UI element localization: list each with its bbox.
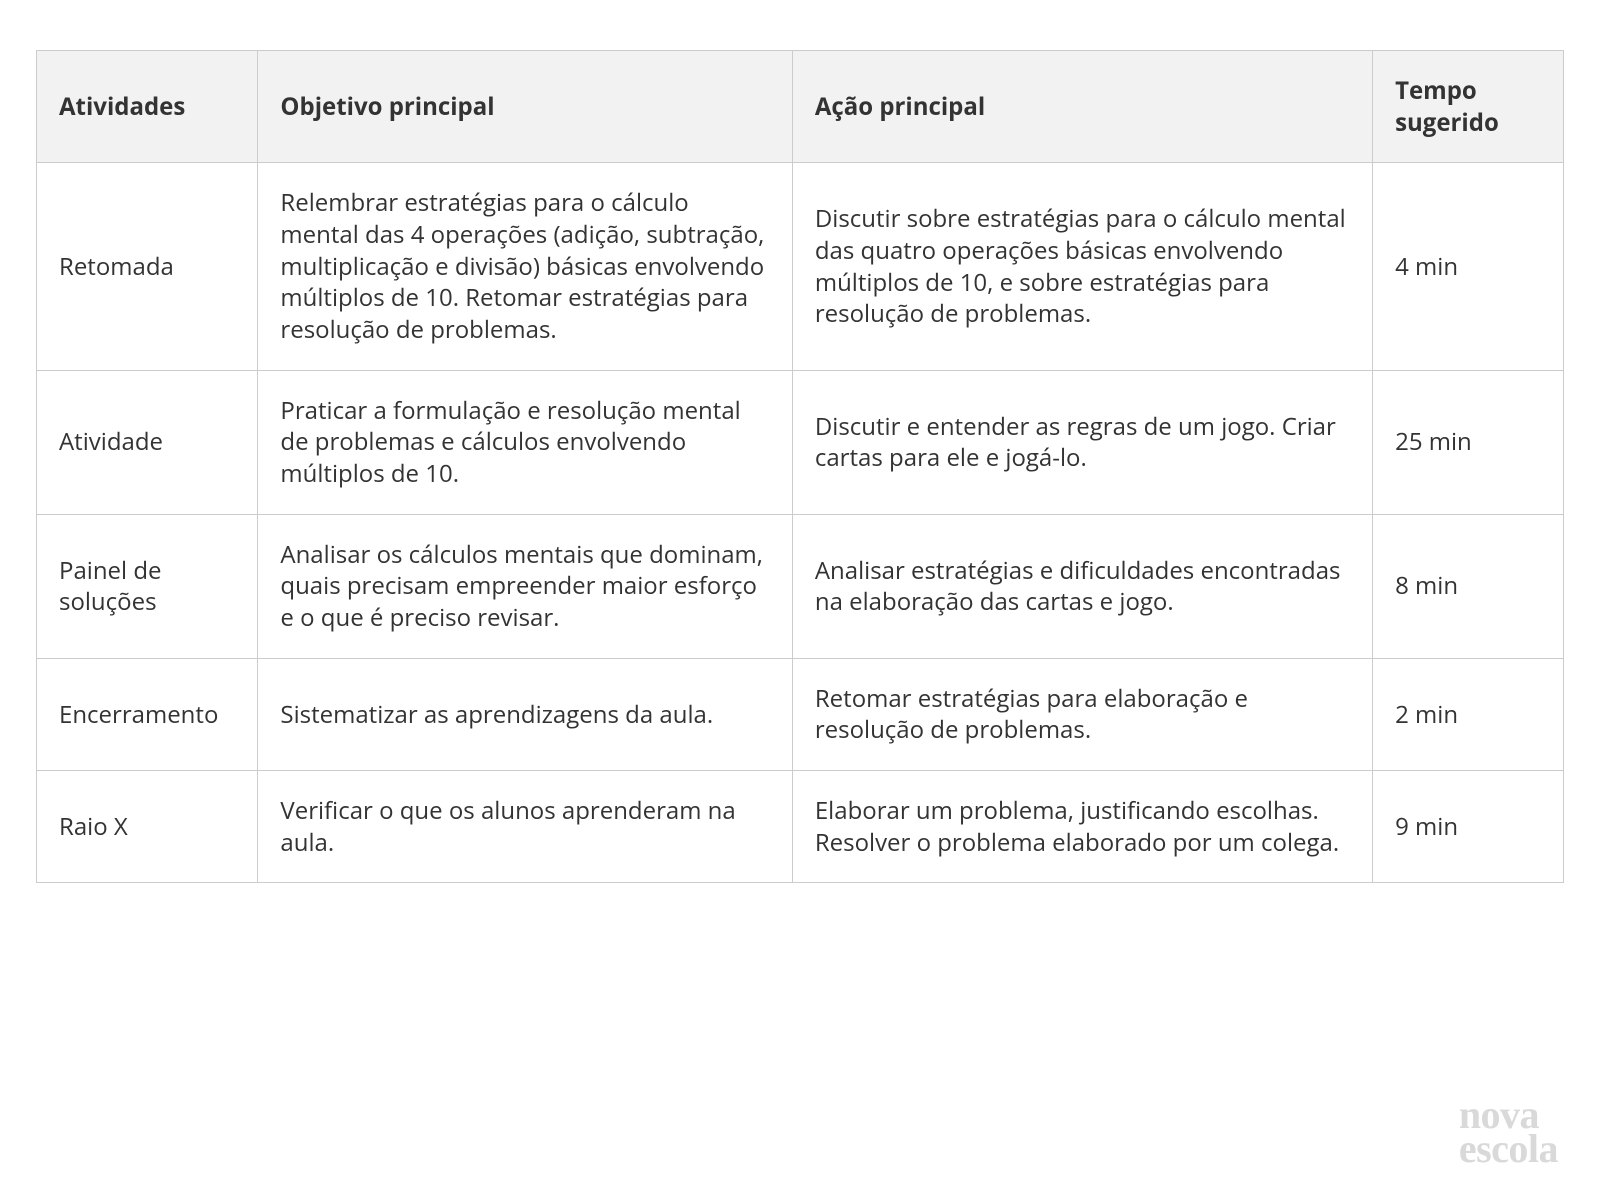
table-row: Painel de soluções Analisar os cálculos … [37, 514, 1564, 658]
cell-tempo: 9 min [1373, 771, 1564, 883]
cell-atividades: Raio X [37, 771, 258, 883]
cell-atividades: Retomada [37, 163, 258, 370]
col-header-acao: Ação principal [792, 51, 1372, 163]
table-row: Retomada Relembrar estratégias para o cá… [37, 163, 1564, 370]
brand-logo-line2: escola [1459, 1132, 1558, 1166]
table-row: Raio X Verificar o que os alunos aprende… [37, 771, 1564, 883]
table-header: Atividades Objetivo principal Ação princ… [37, 51, 1564, 163]
col-header-objetivo: Objetivo principal [258, 51, 792, 163]
cell-objetivo: Verificar o que os alunos aprenderam na … [258, 771, 792, 883]
cell-atividades: Atividade [37, 370, 258, 514]
cell-objetivo: Sistematizar as aprendizagens da aula. [258, 658, 792, 770]
lesson-plan-table: Atividades Objetivo principal Ação princ… [36, 50, 1564, 883]
cell-objetivo: Praticar a formulação e resolução mental… [258, 370, 792, 514]
cell-acao: Discutir e entender as regras de um jogo… [792, 370, 1372, 514]
table-row: Encerramento Sistematizar as aprendizage… [37, 658, 1564, 770]
cell-objetivo: Analisar os cálculos mentais que dominam… [258, 514, 792, 658]
table-row: Atividade Praticar a formulação e resolu… [37, 370, 1564, 514]
cell-objetivo: Relembrar estratégias para o cálculo men… [258, 163, 792, 370]
cell-acao: Retomar estratégias para elaboração e re… [792, 658, 1372, 770]
cell-tempo: 2 min [1373, 658, 1564, 770]
cell-acao: Elaborar um problema, justificando escol… [792, 771, 1372, 883]
cell-tempo: 8 min [1373, 514, 1564, 658]
brand-logo: nova escola [1459, 1098, 1558, 1166]
cell-acao: Discutir sobre estratégias para o cálcul… [792, 163, 1372, 370]
col-header-atividades: Atividades [37, 51, 258, 163]
col-header-tempo: Tempo sugerido [1373, 51, 1564, 163]
cell-atividades: Painel de soluções [37, 514, 258, 658]
cell-atividades: Encerramento [37, 658, 258, 770]
cell-acao: Analisar estratégias e dificuldades enco… [792, 514, 1372, 658]
page: Atividades Objetivo principal Ação princ… [0, 0, 1600, 1200]
cell-tempo: 4 min [1373, 163, 1564, 370]
cell-tempo: 25 min [1373, 370, 1564, 514]
table-header-row: Atividades Objetivo principal Ação princ… [37, 51, 1564, 163]
table-body: Retomada Relembrar estratégias para o cá… [37, 163, 1564, 883]
